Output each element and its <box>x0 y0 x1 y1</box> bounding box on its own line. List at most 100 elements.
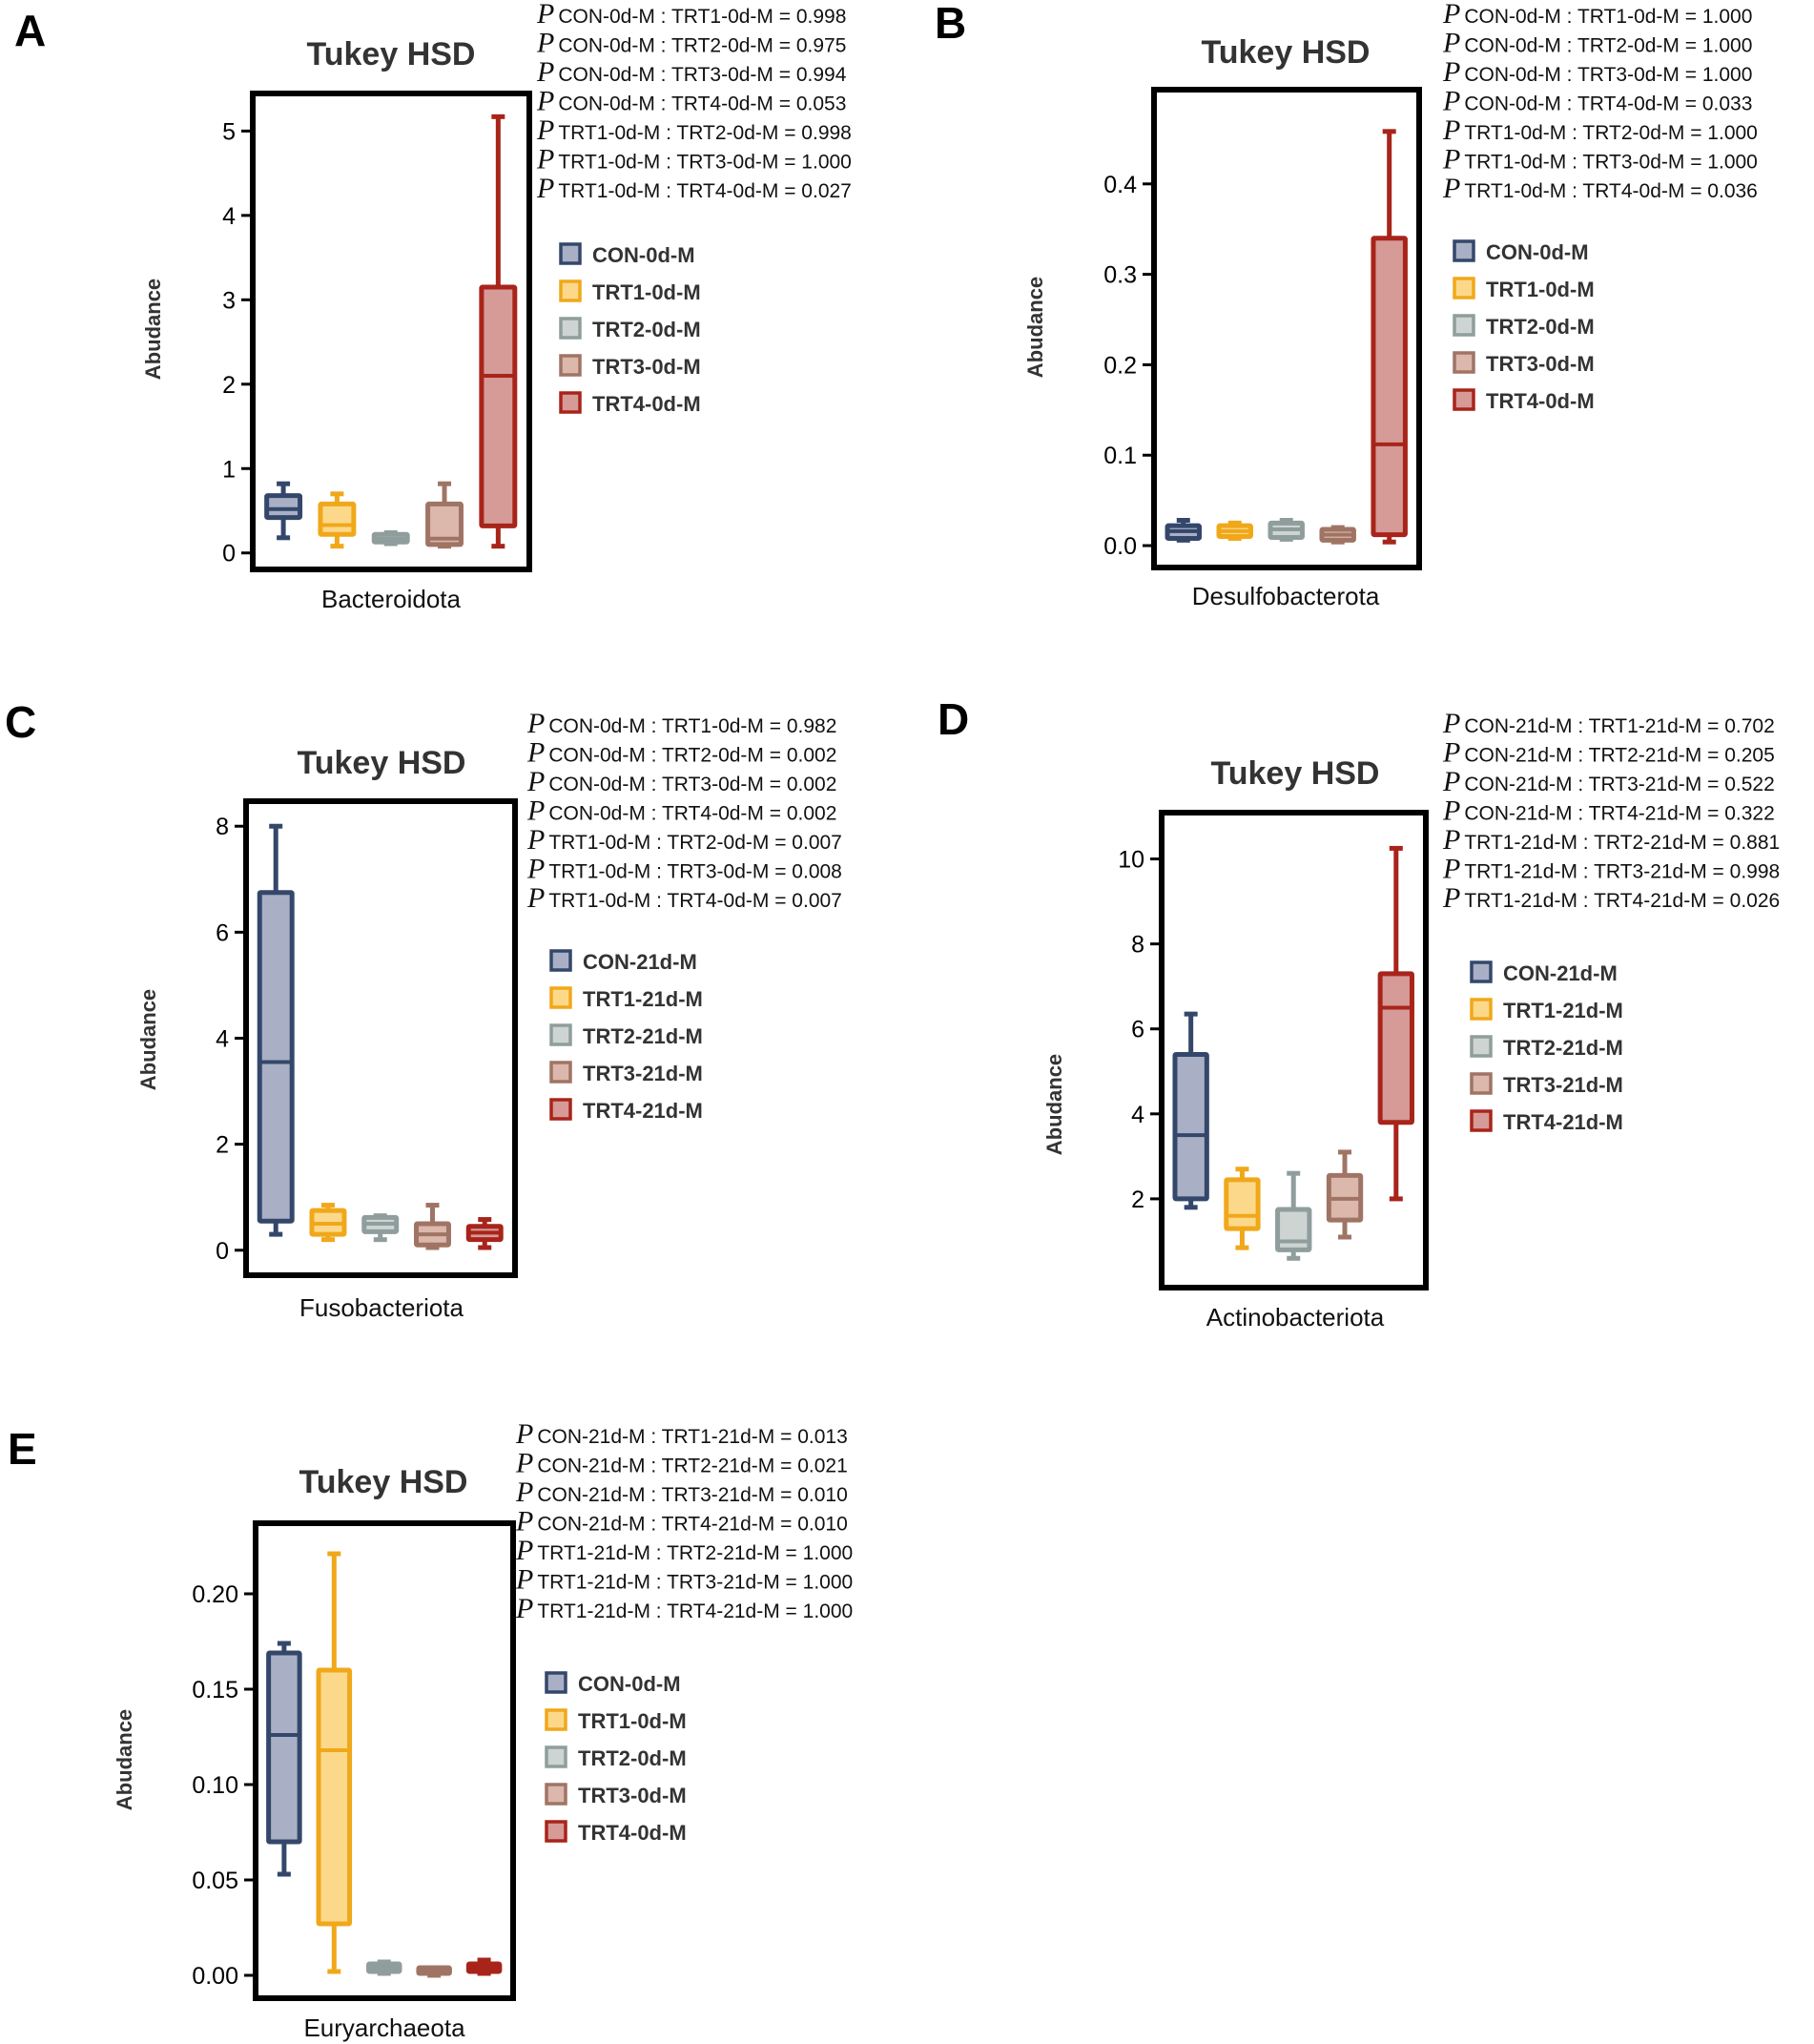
box-trt4-21d-m <box>1377 845 1414 1202</box>
box-trt2-21d-m <box>361 1213 400 1243</box>
panel-d: D Tukey HSD 2 4 6 8 10 Abudance Actinobacteriota… <box>938 694 1780 1332</box>
p-value-text: CON-21d-M : TRT2-21d-M = 0.205 <box>1464 745 1774 767</box>
p-value-text: CON-0d-M : TRT1-0d-M = 0.998 <box>558 6 846 28</box>
p-value-line: P CON-0d-M : TRT4-0d-M = 0.033 <box>1442 86 1752 117</box>
p-value-text: CON-0d-M : TRT3-0d-M = 1.000 <box>1464 64 1752 86</box>
p-value-line: P TRT1-21d-M : TRT4-21d-M = 1.000 <box>515 1593 853 1624</box>
plot-frame <box>1151 87 1422 570</box>
p-value-line: P CON-21d-M : TRT2-21d-M = 0.205 <box>1442 737 1775 769</box>
p-symbol: P <box>1442 56 1460 88</box>
p-value-text: CON-0d-M : TRT2-0d-M = 0.002 <box>548 745 836 767</box>
box-trt2-0d-m <box>371 529 410 547</box>
legend-swatch <box>545 1820 567 1843</box>
p-value-text: CON-0d-M : TRT4-0d-M = 0.002 <box>548 803 836 825</box>
p-symbol: P <box>1442 0 1460 30</box>
box-trt4-0d-m <box>1371 129 1408 545</box>
p-value-text: CON-21d-M : TRT1-21d-M = 0.702 <box>1464 715 1774 737</box>
legend-swatch <box>545 1745 567 1768</box>
p-value-text: CON-21d-M : TRT3-21d-M = 0.522 <box>1464 774 1774 795</box>
p-symbol: P <box>526 882 545 914</box>
p-value-text: TRT1-21d-M : TRT4-21d-M = 1.000 <box>537 1600 853 1622</box>
p-value-line: P TRT1-21d-M : TRT2-21d-M = 0.881 <box>1442 824 1780 856</box>
p-value-text: TRT1-21d-M : TRT3-21d-M = 1.000 <box>537 1572 853 1594</box>
p-symbol: P <box>1442 86 1460 117</box>
plot-frame <box>243 798 518 1278</box>
p-value-text: CON-21d-M : TRT4-21d-M = 0.010 <box>537 1514 847 1536</box>
y-tick-label: 0.15 <box>192 1677 238 1703</box>
p-symbol: P <box>515 1564 533 1596</box>
p-value-text: TRT1-0d-M : TRT4-0d-M = 0.007 <box>548 890 842 912</box>
p-symbol: P <box>1442 737 1460 769</box>
box-trt2-0d-m <box>365 1959 402 1976</box>
legend-label: TRT1-0d-M <box>1486 278 1595 301</box>
p-symbol: P <box>536 56 554 88</box>
y-tick-label: 0.4 <box>1103 172 1137 198</box>
legend-swatch <box>545 1783 567 1806</box>
y-tick-label: 0.10 <box>192 1772 238 1799</box>
box-iqr <box>264 493 303 521</box>
legend-swatch <box>1470 960 1493 983</box>
legend-swatch <box>559 242 582 265</box>
p-value-text: CON-21d-M : TRT2-21d-M = 0.021 <box>537 1456 847 1477</box>
y-tick-label: 2 <box>216 1132 229 1159</box>
p-symbol: P <box>536 0 554 30</box>
box-trt3-0d-m <box>416 1965 452 1978</box>
panel-letter: A <box>14 6 46 55</box>
p-value-line: P CON-0d-M : TRT3-0d-M = 0.002 <box>526 766 836 797</box>
p-value-line: P CON-21d-M : TRT4-21d-M = 0.010 <box>515 1506 848 1538</box>
legend-swatch <box>549 986 572 1009</box>
legend-swatch <box>545 1708 567 1731</box>
box-iqr <box>1224 1177 1261 1231</box>
y-tick-label: 0.05 <box>192 1868 238 1894</box>
y-tick-label: 0 <box>216 1238 229 1265</box>
panel-e: E Tukey HSD 0.00 0.05 0.10 0.15 0.20 Abudance Eu… <box>8 1418 853 2042</box>
p-value-line: P TRT1-0d-M : TRT2-0d-M = 1.000 <box>1442 114 1758 146</box>
p-value-line: P CON-0d-M : TRT1-0d-M = 0.998 <box>536 0 846 30</box>
plot-frame <box>250 91 532 572</box>
p-symbol: P <box>526 824 545 856</box>
p-value-line: P TRT1-0d-M : TRT4-0d-M = 0.007 <box>526 882 842 914</box>
y-tick-label: 10 <box>1118 847 1144 874</box>
p-value-line: P CON-21d-M : TRT2-21d-M = 0.021 <box>515 1448 848 1479</box>
p-value-line: P CON-0d-M : TRT2-0d-M = 1.000 <box>1442 28 1752 59</box>
y-axis-label: Abudance <box>1042 1054 1066 1155</box>
p-value-line: P CON-21d-M : TRT3-21d-M = 0.522 <box>1442 766 1775 797</box>
legend-swatch <box>549 949 572 972</box>
chart-title: Tukey HSD <box>298 745 466 781</box>
box-trt1-0d-m <box>1216 520 1253 541</box>
y-tick-label: 4 <box>222 203 236 230</box>
legend-swatch <box>1470 1072 1493 1095</box>
legend-label: TRT2-21d-M <box>583 1024 703 1048</box>
p-symbol: P <box>515 1418 533 1450</box>
p-symbol: P <box>536 114 554 146</box>
x-axis-label: Desulfobacterota <box>1192 582 1380 610</box>
box-trt1-21d-m <box>309 1203 347 1243</box>
y-axis-label: Abudance <box>136 989 160 1090</box>
p-symbol: P <box>515 1593 533 1624</box>
p-value-line: P TRT1-21d-M : TRT3-21d-M = 0.998 <box>1442 854 1780 885</box>
y-tick-label: 0.2 <box>1103 352 1137 379</box>
p-symbol: P <box>526 737 545 769</box>
p-value-line: P CON-21d-M : TRT3-21d-M = 0.010 <box>515 1476 848 1508</box>
p-value-line: P CON-0d-M : TRT4-0d-M = 0.002 <box>526 795 836 827</box>
box-trt3-21d-m <box>1326 1149 1364 1240</box>
box-iqr <box>1371 236 1408 538</box>
box-trt3-0d-m <box>425 481 464 549</box>
legend-label: TRT3-21d-M <box>1503 1073 1623 1097</box>
legend-swatch <box>1470 998 1493 1021</box>
box-con-0d-m <box>264 481 303 541</box>
p-symbol: P <box>1442 144 1460 175</box>
legend-label: CON-21d-M <box>1503 961 1618 985</box>
legend-swatch <box>549 1098 572 1121</box>
p-value-text: CON-21d-M : TRT4-21d-M = 0.322 <box>1464 803 1774 825</box>
p-value-text: TRT1-21d-M : TRT4-21d-M = 0.026 <box>1464 890 1780 912</box>
p-value-text: TRT1-0d-M : TRT2-0d-M = 0.007 <box>548 832 842 854</box>
box-trt4-0d-m <box>479 114 518 549</box>
box-trt1-21d-m <box>1224 1167 1261 1250</box>
y-tick-label: 4 <box>216 1026 229 1053</box>
y-tick-label: 1 <box>222 456 236 483</box>
chart-title: Tukey HSD <box>299 1464 468 1500</box>
